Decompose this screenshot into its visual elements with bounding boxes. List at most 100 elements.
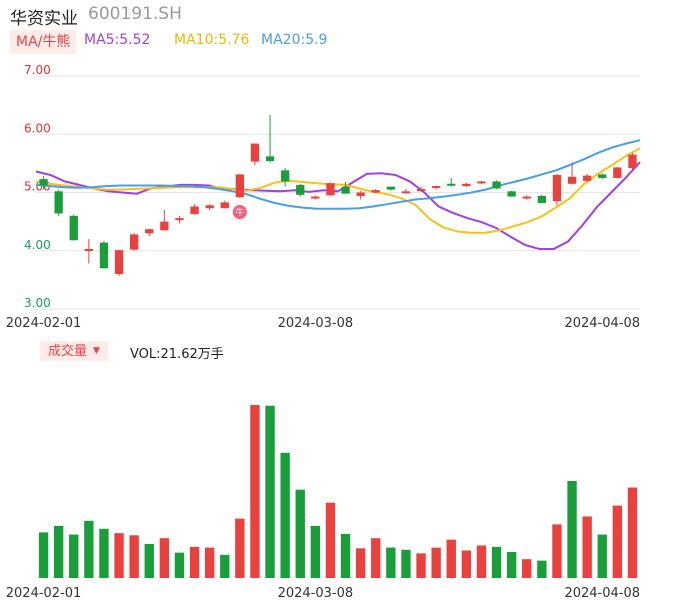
caret-down-icon: ▼ (93, 346, 100, 356)
candle-body (477, 181, 486, 184)
candle-body (552, 175, 562, 202)
candle-body (462, 183, 471, 187)
volume-bar (537, 560, 547, 578)
volume-bar (567, 481, 577, 578)
candle-body (84, 249, 94, 252)
candle-body (582, 175, 592, 181)
volume-bar (310, 525, 321, 578)
x-tick-label: 2024-04-08 (564, 316, 640, 331)
volume-x-axis: 2024-02-01 2024-03-08 2024-04-08 (6, 586, 640, 601)
candle-body (296, 184, 305, 195)
candle-body (175, 218, 184, 221)
x-tick-label: 2024-04-08 (564, 586, 640, 601)
candle-body (613, 167, 622, 178)
volume-bar (99, 528, 109, 578)
volume-bar (597, 534, 607, 578)
volume-bar (250, 405, 260, 578)
volume-indicator-selector[interactable]: 成交量 ▼ (40, 341, 108, 361)
candle-body (326, 183, 335, 196)
x-tick-label: 2024-03-08 (278, 316, 354, 331)
volume-bar (386, 547, 396, 578)
volume-bar (159, 538, 170, 578)
candle-body (54, 191, 63, 214)
volume-bars (38, 405, 638, 578)
price-y-axis: 7.006.005.004.003.00 (24, 63, 51, 310)
ma5-line (35, 161, 641, 250)
candle-body (129, 234, 139, 250)
candle-body (401, 191, 411, 194)
stock-name: 华资实业 (10, 9, 78, 29)
volume-bar (204, 547, 215, 578)
candle-body (341, 186, 350, 194)
candle-body (220, 202, 229, 209)
volume-bar (325, 502, 336, 578)
candle-body (386, 186, 396, 190)
candlesticks (39, 115, 637, 276)
candle-body (190, 206, 199, 215)
volume-bar (401, 549, 411, 578)
x-tick-label: 2024-02-01 (6, 316, 82, 331)
candle-body (114, 250, 124, 275)
price-x-axis: 2024-02-01 2024-03-08 2024-04-08 (6, 316, 640, 331)
volume-bar (69, 534, 79, 578)
volume-bar (280, 452, 290, 578)
candle-body (628, 154, 637, 169)
volume-bar (265, 405, 275, 578)
volume-bar (582, 516, 592, 578)
volume-bar (53, 525, 64, 578)
volume-bar (446, 539, 456, 578)
stock-code: 600191.SH (88, 4, 182, 24)
volume-bar (38, 532, 49, 578)
volume-bar (189, 546, 200, 578)
volume-bar (476, 545, 487, 578)
bull-bear-marker: 牛 (232, 205, 247, 219)
volume-bar (84, 520, 94, 578)
candle-body (492, 181, 501, 189)
volume-bar (506, 551, 517, 578)
volume-bar (340, 533, 351, 578)
candle-body (311, 196, 320, 199)
volume-bar (491, 546, 502, 578)
volume-bar (522, 559, 532, 578)
y-tick-label: 6.00 (24, 121, 51, 135)
candle-body (250, 143, 260, 162)
candle-body (537, 195, 547, 203)
candle-body (416, 189, 426, 192)
candle-body (205, 205, 214, 209)
candle-body (371, 190, 380, 193)
volume-bar (355, 548, 366, 578)
price-grid (36, 75, 640, 310)
y-tick-label: 3.00 (24, 296, 51, 310)
candle-body (69, 215, 78, 241)
volume-bar (129, 535, 139, 578)
volume-bar (416, 553, 426, 578)
ma10-legend: MA10:5.76 (174, 32, 250, 48)
candle-body (99, 242, 109, 269)
volume-bar (627, 487, 638, 578)
volume-bar (220, 554, 230, 578)
moving-average-lines (35, 139, 641, 250)
volume-bar (144, 543, 154, 578)
ma10-line (35, 147, 641, 234)
ma20-legend: MA20:5.9 (261, 32, 328, 48)
candle-body (145, 229, 154, 234)
ma-indicator-selector[interactable]: MA/牛熊 (10, 30, 77, 54)
volume-bar (235, 518, 245, 578)
candle-body (39, 179, 48, 186)
volume-bar (612, 505, 623, 578)
candle-body (567, 176, 577, 184)
candle-body (235, 174, 245, 198)
volume-bar (295, 489, 305, 578)
candle-body (356, 192, 365, 196)
y-tick-label: 4.00 (24, 238, 51, 252)
candle-body (522, 196, 531, 199)
volume-value: VOL:21.62万手 (130, 347, 224, 362)
candle-body (507, 191, 516, 197)
volume-bar (461, 550, 472, 578)
ma20-line (35, 139, 641, 210)
volume-bar (431, 547, 441, 578)
candle-body (598, 174, 607, 178)
bull-badge-icon (232, 205, 247, 219)
volume-bar (114, 533, 124, 578)
